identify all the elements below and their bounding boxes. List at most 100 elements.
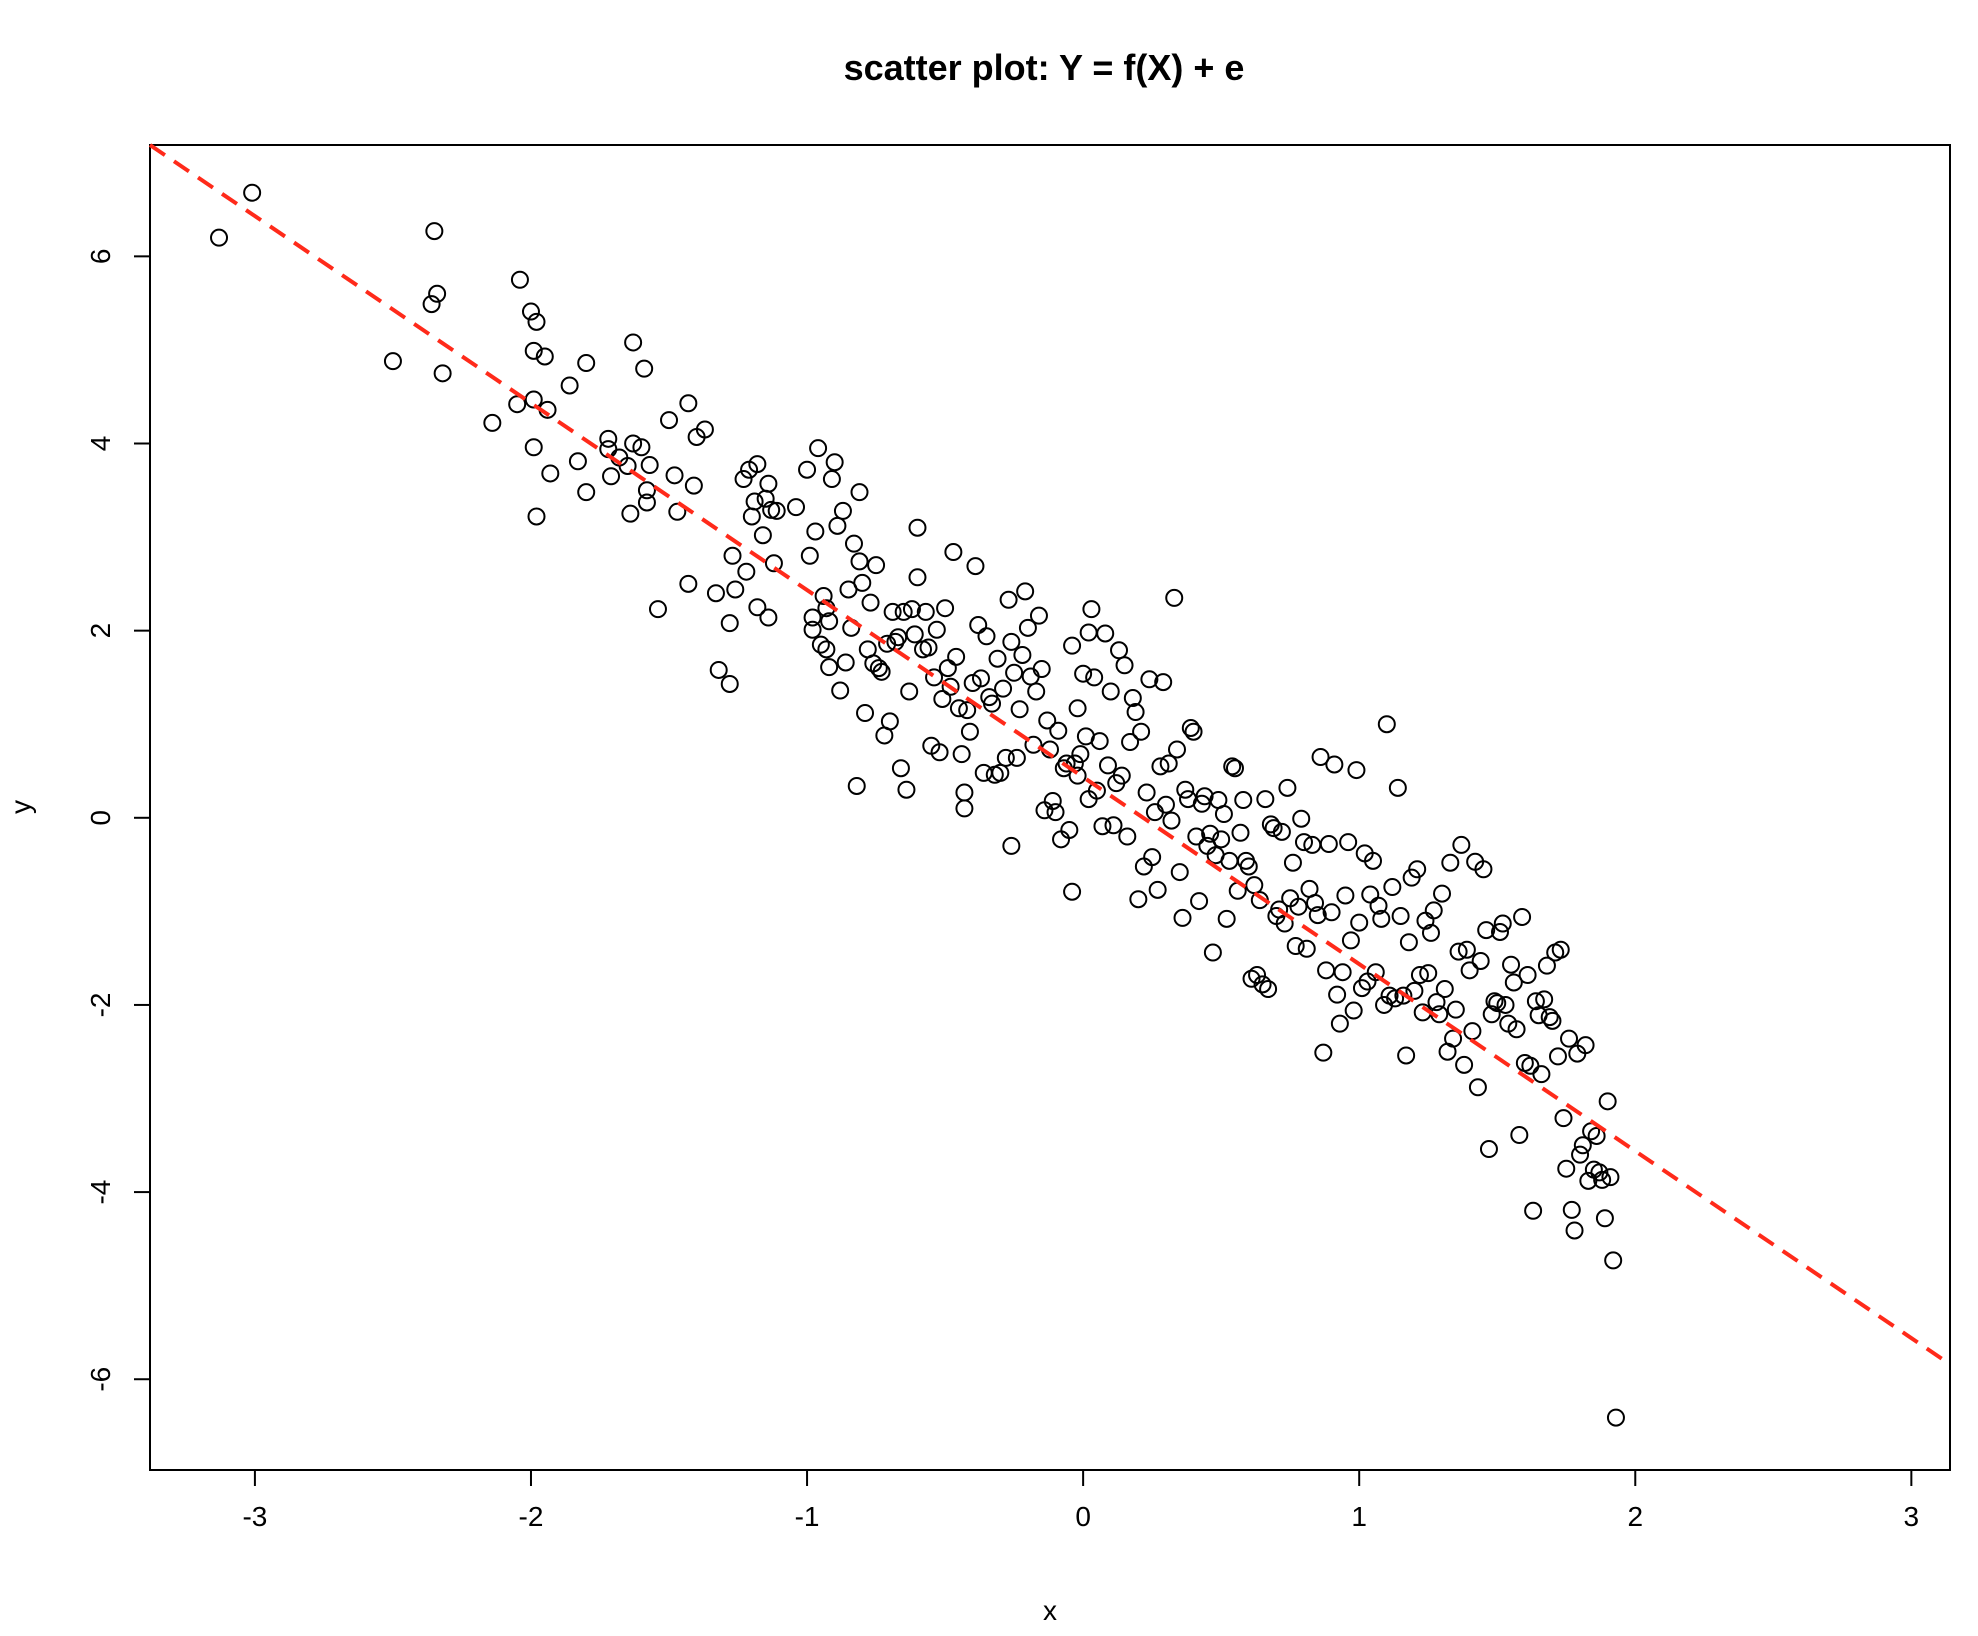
data-point (535, 347, 554, 366)
data-point (577, 354, 596, 373)
y-axis: -6 -4 -2 0 2 4 6 (85, 249, 150, 1392)
data-point (1388, 778, 1407, 797)
data-point (1181, 718, 1200, 737)
data-point (853, 573, 872, 592)
data-point (1195, 787, 1214, 806)
data-point (883, 602, 902, 621)
data-point (635, 359, 654, 378)
data-point (1496, 995, 1515, 1014)
data-point (709, 660, 728, 679)
data-point (1242, 969, 1261, 988)
data-point (1306, 893, 1325, 912)
data-point (1446, 1000, 1465, 1019)
data-point (820, 658, 839, 677)
data-point (524, 341, 543, 360)
data-point (1372, 909, 1391, 928)
data-point (811, 635, 830, 654)
data-point (1333, 963, 1352, 982)
data-point (820, 612, 839, 631)
data-point (742, 507, 761, 526)
data-point (1167, 740, 1186, 759)
data-point (1526, 992, 1545, 1011)
data-point (988, 649, 1007, 668)
data-point (1537, 956, 1556, 975)
data-point (1433, 884, 1452, 903)
data-point (1096, 624, 1115, 643)
data-point (734, 470, 753, 489)
data-point (1043, 791, 1062, 810)
data-point (1474, 860, 1493, 879)
data-point (1071, 745, 1090, 764)
data-point (1562, 1200, 1581, 1219)
data-point (1170, 863, 1189, 882)
data-point (1410, 965, 1429, 984)
y-tick-label: 4 (85, 436, 116, 452)
x-tick-label: 2 (1627, 1501, 1643, 1532)
data-point (861, 593, 880, 612)
data-point (1524, 1201, 1543, 1220)
data-point (1225, 759, 1244, 778)
data-point (753, 526, 772, 545)
data-point (809, 439, 828, 458)
data-point (1289, 897, 1308, 916)
data-point (1468, 1078, 1487, 1097)
data-point (916, 602, 935, 621)
data-point (977, 627, 996, 646)
data-point (867, 556, 886, 575)
data-point (1460, 961, 1479, 980)
y-tick-label: -2 (85, 992, 116, 1017)
data-point (527, 507, 546, 526)
data-point (1297, 939, 1316, 958)
data-point (1399, 933, 1418, 952)
data-point (902, 600, 921, 619)
data-point (1317, 961, 1336, 980)
data-point (994, 679, 1013, 698)
data-point (1098, 756, 1117, 775)
data-point (1383, 878, 1402, 897)
data-point (210, 228, 229, 247)
data-point (889, 628, 908, 647)
data-point (723, 546, 742, 565)
data-point (1328, 985, 1347, 1004)
data-point (1325, 755, 1344, 774)
data-point (510, 270, 529, 289)
data-point (1463, 1022, 1482, 1041)
data-point (1027, 682, 1046, 701)
data-point (1408, 860, 1427, 879)
data-point (618, 456, 637, 475)
y-tick-label: -6 (85, 1367, 116, 1392)
data-point (1347, 761, 1366, 780)
data-point (1057, 754, 1076, 773)
data-point (748, 455, 767, 474)
data-point (1005, 663, 1024, 682)
data-point (1087, 781, 1106, 800)
data-point (1521, 1056, 1540, 1075)
data-point (560, 376, 579, 395)
data-point (1452, 835, 1471, 854)
data-point (568, 452, 587, 471)
data-point (1504, 973, 1523, 992)
data-point (1173, 908, 1192, 927)
data-point (1154, 673, 1173, 692)
data-point (1565, 1221, 1584, 1240)
data-point (1018, 618, 1037, 637)
data-point (637, 481, 656, 500)
data-point (1479, 1140, 1498, 1159)
data-point (947, 647, 966, 666)
data-point (944, 543, 963, 562)
data-point (869, 659, 888, 678)
data-point (1093, 817, 1112, 836)
data-point (941, 677, 960, 696)
data-point (1560, 1029, 1579, 1048)
data-point (1085, 668, 1104, 687)
data-point (1322, 903, 1341, 922)
data-point (1024, 735, 1043, 754)
data-point (880, 712, 899, 731)
data-point (524, 438, 543, 457)
data-point (966, 557, 985, 576)
data-point (1283, 853, 1302, 872)
data-point (971, 669, 990, 688)
data-point (1314, 1043, 1333, 1062)
data-point (1162, 811, 1181, 830)
